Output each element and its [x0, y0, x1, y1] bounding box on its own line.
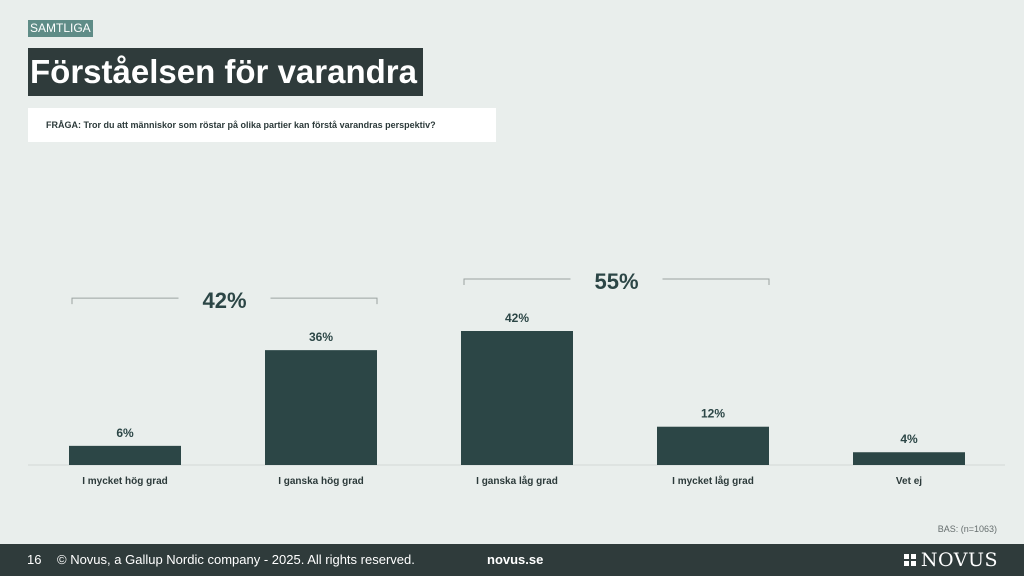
category-label: I ganska låg grad	[476, 475, 558, 487]
data-label: 4%	[900, 432, 918, 446]
category-label: I ganska hög grad	[278, 476, 364, 487]
group-total-label: 55%	[594, 269, 638, 294]
logo-mark-icon	[903, 554, 916, 566]
bar	[461, 331, 573, 465]
site-link[interactable]: novus.se	[487, 552, 544, 567]
bar	[265, 350, 377, 465]
category-label: I mycket låg grad	[672, 475, 754, 487]
footer: 16 © Novus, a Gallup Nordic company - 20…	[0, 544, 1024, 576]
bar-chart: 6% I mycket hög grad 36% I ganska hög grad 4…	[28, 269, 1005, 487]
bar	[69, 445, 181, 465]
bar	[853, 452, 965, 465]
copyright-text: © Novus, a Gallup Nordic company - 2025.…	[57, 552, 415, 567]
category-label: I mycket hög grad	[82, 476, 168, 487]
group-total-label: 42%	[202, 288, 246, 313]
question-box: FRÅGA: Tror du att människor som röstar …	[28, 108, 496, 142]
base-note: BAS: (n=1063)	[937, 524, 997, 534]
page-title: Förståelsen för varandra	[28, 48, 423, 96]
data-label: 6%	[116, 426, 134, 440]
novus-logo: NOVUS	[903, 544, 998, 576]
data-label: 12%	[701, 407, 725, 421]
data-label: 42%	[505, 311, 529, 325]
segment-tag: SAMTLIGA	[28, 20, 93, 37]
logo-text: NOVUS	[920, 549, 998, 571]
group-bracket	[463, 278, 770, 285]
bar	[657, 426, 769, 465]
data-label: 36%	[309, 330, 333, 344]
category-label: Vet ej	[896, 476, 922, 487]
page-number: 16	[27, 552, 42, 567]
group-bracket	[71, 297, 378, 305]
